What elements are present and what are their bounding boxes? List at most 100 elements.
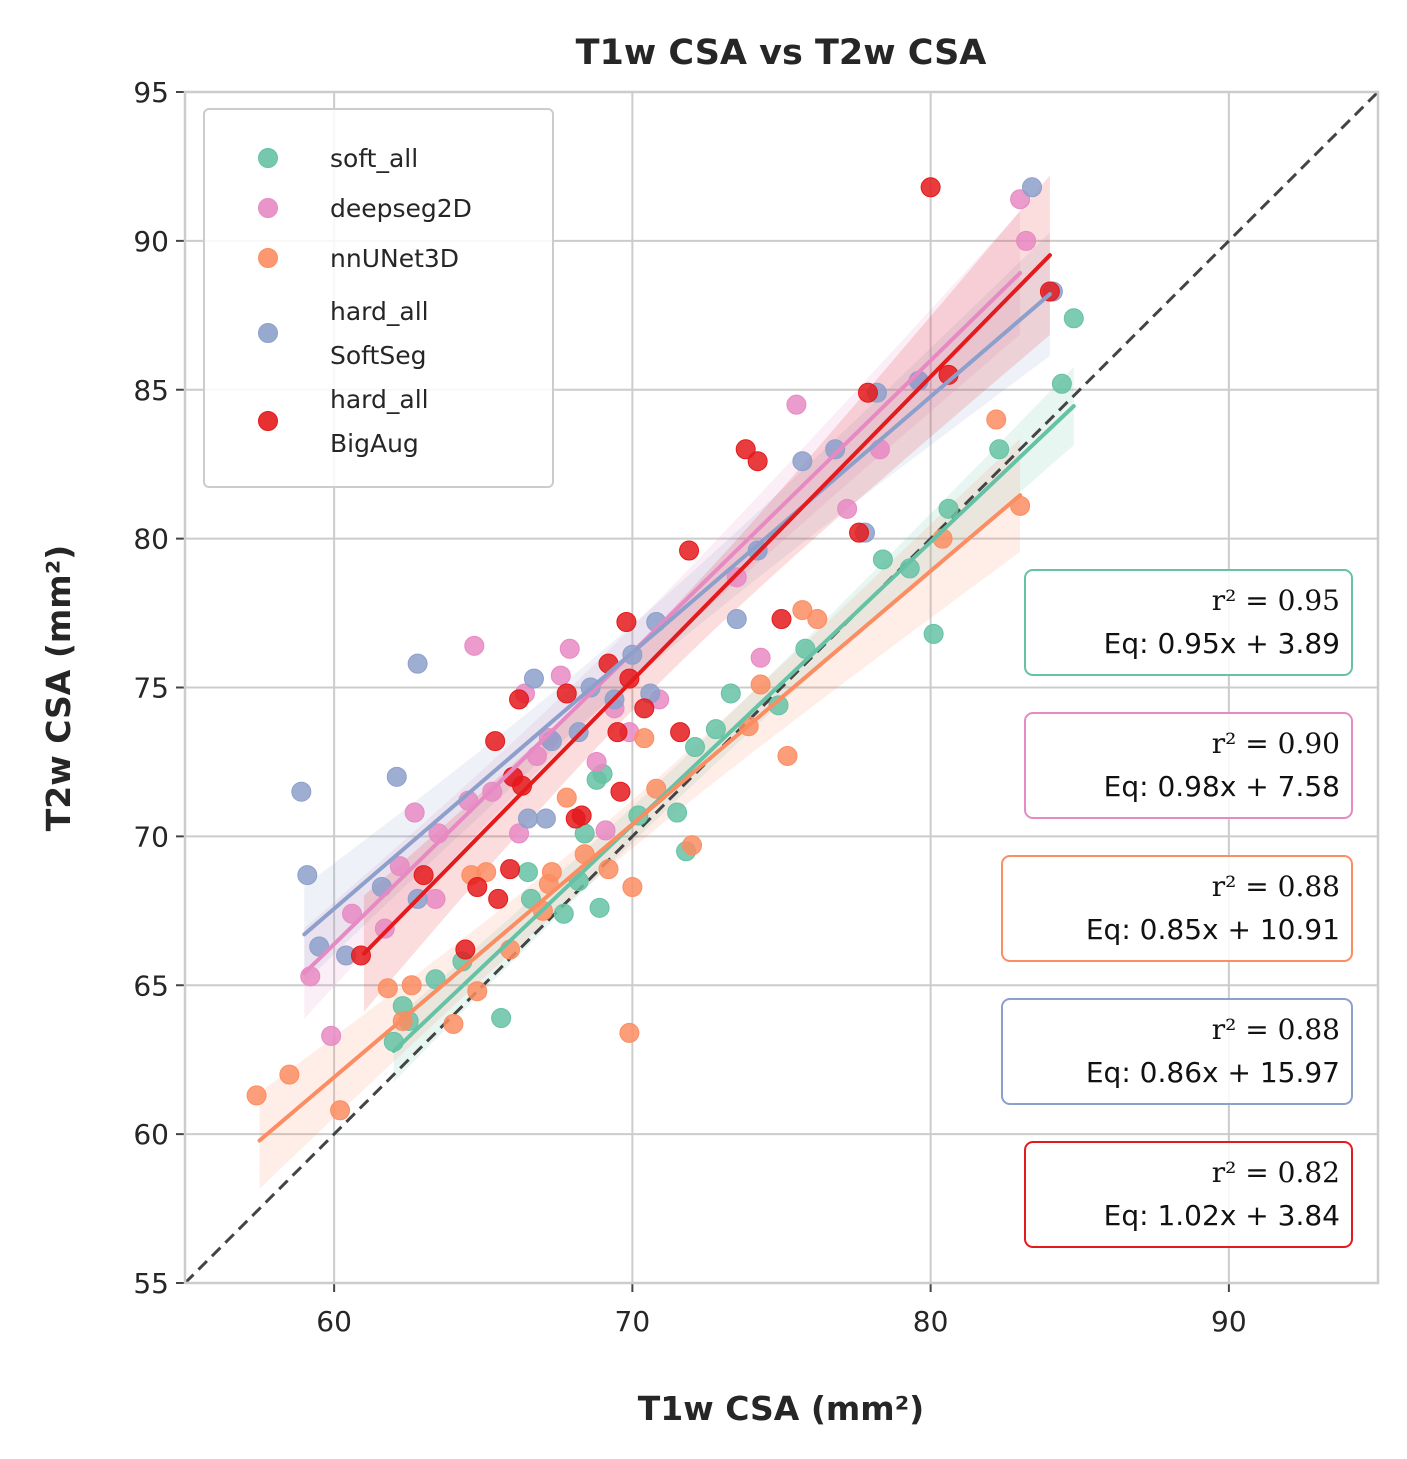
data-point [389,856,410,877]
data-point [646,778,667,799]
axes: 60 70 80 90 55 60 65 70 75 80 85 90 95 [133,76,1380,1338]
y-tick-label: 60 [133,1118,169,1151]
identity-line-group [183,90,1380,1285]
legend: soft_all deepseg2D nnUNet3D hard_all SoftSeg… [203,108,554,488]
annotation-r2: r² = 0.90 [1212,727,1340,760]
data-point [786,394,807,415]
data-point [413,865,434,886]
regression-lines [257,253,1076,1143]
data-point [622,876,643,897]
y-tick-label: 65 [133,969,169,1002]
data-point [679,540,700,561]
legend-label: hard_all [330,297,429,326]
data-point [407,653,428,674]
annotation-r2: r² = 0.82 [1212,1156,1340,1189]
data-point [986,409,1007,430]
data-point [517,808,538,829]
data-point [491,1008,512,1029]
data-point [616,611,637,632]
data-point [485,731,506,752]
annotation-equation: Eq: 0.98x + 7.58 [1104,770,1340,803]
identity-line [183,90,1380,1285]
chart-title: T1w CSA vs T2w CSA [576,33,987,73]
regression-line-hard_all-softseg [302,292,1052,937]
y-tick-label: 75 [133,672,169,705]
data-point [386,766,407,787]
data-point [792,451,813,472]
data-point [667,802,688,823]
annotation-box [1024,569,1353,676]
data-point [1016,230,1037,251]
data-point [750,674,771,695]
x-tick-label: 70 [615,1305,651,1338]
data-point [467,876,488,897]
data-point [517,862,538,883]
legend-label: BigAug [330,429,419,458]
data-point [342,903,363,924]
data-point [330,1100,351,1121]
data-point [726,609,747,630]
data-point [297,865,318,886]
data-point [598,859,619,880]
y-tick-label: 80 [133,523,169,556]
legend-marker [258,411,278,431]
data-point [610,781,631,802]
data-point [1022,177,1043,198]
data-point [923,623,944,644]
data-point [920,177,941,198]
legend-label: hard_all [330,385,429,414]
data-point [771,609,792,630]
annotation-r2: r² = 0.95 [1212,584,1340,617]
data-point [750,647,771,668]
data-point [377,978,398,999]
data-point [464,635,485,656]
annotation-equation: Eq: 0.86x + 15.97 [1086,1056,1340,1089]
data-point [628,805,649,826]
data-point [556,683,577,704]
data-point [488,888,509,909]
y-tick-label: 85 [133,374,169,407]
data-point [807,609,828,630]
data-point [619,1022,640,1043]
data-point [595,820,616,841]
x-tick-label: 90 [1211,1305,1247,1338]
data-point [550,665,571,686]
data-point [559,638,580,659]
x-axis-title: T1w CSA (mm²) [638,1389,924,1428]
data-point [682,835,703,856]
annotation-box [1024,1141,1353,1248]
data-point [857,382,878,403]
data-point [825,439,846,460]
annotation-equation: Eq: 0.95x + 3.89 [1104,627,1340,660]
legend-label: deepseg2D [330,194,472,223]
data-point [556,787,577,808]
data-point [726,567,747,588]
data-point [246,1085,267,1106]
data-point [500,859,521,880]
legend-marker [258,248,278,268]
annotation-equation: Eq: 1.02x + 3.84 [1104,1199,1340,1232]
data-point [989,439,1010,460]
data-point [321,1025,342,1046]
data-point [938,498,959,519]
data-point [747,451,768,472]
data-point [768,695,789,716]
data-point [509,823,530,844]
y-tick-label: 95 [133,76,169,109]
data-point [1010,189,1031,210]
annotation-equation: Eq: 0.85x + 10.91 [1086,913,1340,946]
data-point [837,498,858,519]
legend-marker [258,198,278,218]
legend-marker [258,148,278,168]
data-point [792,600,813,621]
annotation-r2: r² = 0.88 [1212,870,1340,903]
x-tick-label: 60 [316,1305,352,1338]
data-point [553,903,574,924]
data-point [374,918,395,939]
legend-label: nnUNet3D [330,244,459,273]
data-point [619,668,640,689]
regression-line-deepseg2d [302,271,1023,976]
data-point [526,745,547,766]
data-point [509,689,530,710]
